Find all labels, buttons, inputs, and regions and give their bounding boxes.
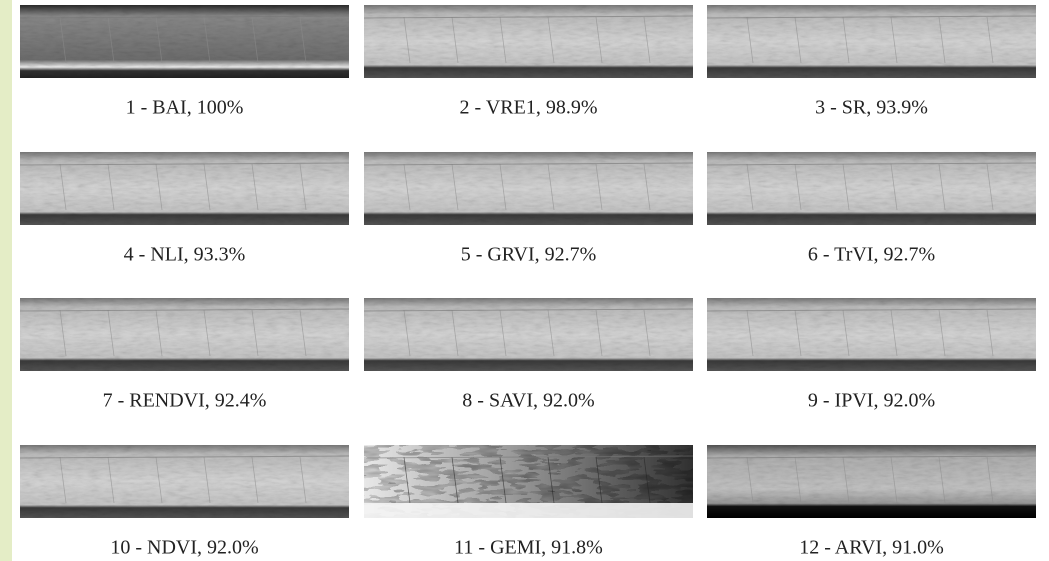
panel-caption: 11 - GEMI, 91.8%	[454, 537, 603, 559]
panel: 11 - GEMI, 91.8%	[364, 445, 693, 559]
panel-caption: 5 - GRVI, 92.7%	[461, 244, 597, 266]
panel: 2 - VRE1, 98.9%	[364, 5, 693, 119]
panel: 4 - NLI, 93.3%	[20, 152, 349, 266]
page: 1 - BAI, 100% 2 - VRE1, 98.9% 3 - SR, 93.9…	[0, 0, 1049, 561]
panel: 8 - SAVI, 92.0%	[364, 298, 693, 412]
side-strip	[0, 0, 12, 561]
panel: 9 - IPVI, 92.0%	[707, 298, 1036, 412]
panel-caption: 4 - NLI, 93.3%	[124, 244, 246, 266]
panel-caption: 6 - TrVI, 92.7%	[808, 244, 935, 266]
panel: 1 - BAI, 100%	[20, 5, 349, 119]
figure: 1 - BAI, 100% 2 - VRE1, 98.9% 3 - SR, 93.9…	[0, 0, 1049, 561]
panel: 10 - NDVI, 92.0%	[20, 445, 349, 559]
panel: 5 - GRVI, 92.7%	[364, 152, 693, 266]
image-bottom	[364, 503, 693, 518]
panel: 3 - SR, 93.9%	[707, 5, 1036, 119]
panel-caption: 9 - IPVI, 92.0%	[808, 390, 935, 412]
panel-caption: 1 - BAI, 100%	[126, 97, 244, 119]
panel: 12 - ARVI, 91.0%	[707, 445, 1036, 559]
panel-caption: 10 - NDVI, 92.0%	[110, 537, 258, 559]
panel-caption: 12 - ARVI, 91.0%	[799, 537, 944, 559]
panel: 7 - RENDVI, 92.4%	[20, 298, 349, 412]
panel-caption: 2 - VRE1, 98.9%	[460, 97, 598, 119]
panel-caption: 8 - SAVI, 92.0%	[462, 390, 594, 412]
panel-caption: 3 - SR, 93.9%	[815, 97, 928, 119]
panel-caption: 7 - RENDVI, 92.4%	[103, 390, 267, 412]
panel: 6 - TrVI, 92.7%	[707, 152, 1036, 266]
